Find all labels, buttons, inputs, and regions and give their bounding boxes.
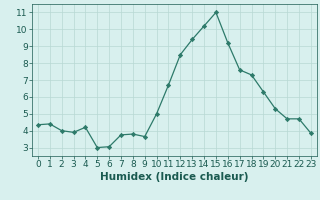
X-axis label: Humidex (Indice chaleur): Humidex (Indice chaleur)	[100, 172, 249, 182]
